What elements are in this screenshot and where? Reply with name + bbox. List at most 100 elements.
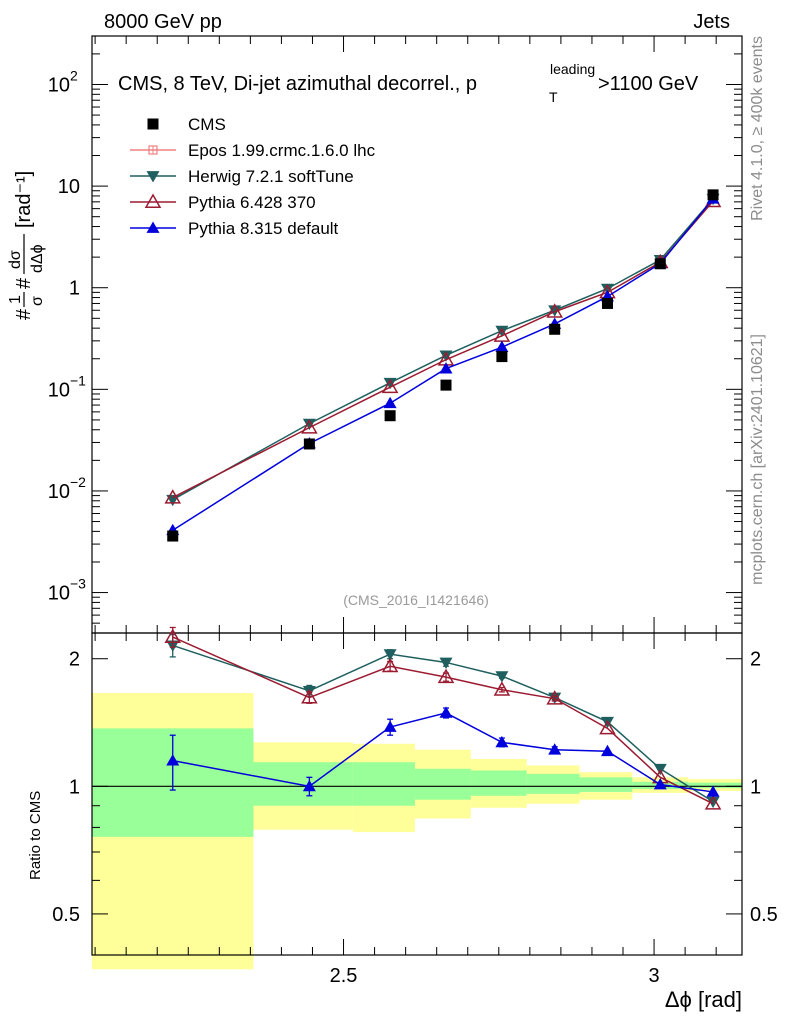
ylabel-frac2-num: dσ	[7, 250, 24, 269]
ratio-point-2-4	[495, 735, 509, 748]
ylabel-frac1-den: σ	[29, 296, 46, 306]
main-point-0-3	[439, 350, 453, 362]
ratio-point-2-6	[600, 744, 614, 757]
y-tick-label-main-2: 1	[69, 278, 80, 300]
y-tick-label-ratio-left-0: 0.5	[52, 904, 80, 926]
legend-marker	[146, 221, 160, 233]
ratio-point-1-1	[301, 689, 318, 704]
legend-marker	[147, 118, 159, 130]
ratio-point-1-6	[599, 719, 616, 735]
ratio-point-0-2	[383, 649, 397, 661]
cms-point-2	[384, 410, 396, 422]
legend-marker	[144, 193, 162, 208]
title-suffix: >1100 GeV	[598, 73, 699, 95]
main-point-0-4	[495, 325, 509, 338]
ratio-point-2-7	[653, 777, 667, 790]
legend-label-1: Epos 1.99.crmc.1.6.0 lhc	[188, 141, 376, 160]
ratio-point-2-3	[439, 706, 453, 718]
ratio-ylabel: Ratio to CMS	[27, 791, 44, 880]
ratio-point-0-4	[495, 671, 509, 683]
y-tick-base: 10	[48, 379, 70, 401]
stat-band-8	[688, 782, 742, 789]
y-tick-exp: −2	[70, 474, 86, 490]
y-tick-label-main-0: 10 2	[48, 67, 78, 96]
ylabel-unit: [rad⁻¹]	[13, 171, 35, 228]
y-tick-exp: −1	[70, 372, 86, 388]
legend-marker	[146, 171, 160, 183]
ratio-point-2-0	[166, 754, 180, 766]
ratio-point-1-2	[381, 657, 399, 673]
y-tick-label-ratio-right-1: 1	[750, 776, 761, 798]
main-series	[164, 189, 722, 542]
header-right: Jets	[693, 11, 730, 33]
ratio-point-2-1	[302, 779, 316, 792]
cms-point-3	[440, 379, 452, 391]
title-sup: leading	[550, 61, 595, 77]
legend-entry-2: Herwig 7.2.1 softTune	[130, 167, 354, 186]
cms-point-8	[707, 189, 719, 201]
cms-point-4	[496, 351, 508, 363]
axis-ticks	[92, 35, 742, 956]
stat-band-4	[470, 770, 527, 796]
y-tick-exp: 2	[70, 67, 78, 83]
mcplots-label: mcplots.cern.ch [arXiv:2401.10621]	[749, 334, 766, 585]
y-tick-base: 1	[69, 278, 80, 300]
x-axis-label: Δϕ [rad]	[665, 987, 742, 1012]
y-tick-label-main-4: 10 −2	[48, 474, 86, 503]
y-tick-label-main-5: 10 −3	[48, 576, 86, 605]
ylabel-frac2-den: dΔϕ	[29, 244, 46, 273]
main-line-0	[172, 198, 714, 501]
ratio-point-1-4	[493, 681, 511, 696]
x-tick-label-1: 3	[648, 965, 659, 987]
y-tick-base: 10	[48, 481, 70, 503]
main-point-1-2	[381, 378, 399, 394]
legend-entry-0: CMS	[147, 115, 226, 134]
cms-point-0	[167, 530, 179, 542]
ylabel-frac1-num: 1	[7, 295, 24, 304]
cms-point-7	[654, 258, 666, 270]
legend-label-2: Herwig 7.2.1 softTune	[188, 167, 354, 186]
ratio-point-1-5	[546, 690, 563, 705]
main-point-0-0	[166, 494, 180, 507]
main-point-1-0	[164, 489, 182, 504]
stat-band-3	[414, 768, 471, 800]
ratio-point-0-3	[439, 657, 453, 669]
ratio-point-1-0	[164, 628, 182, 644]
analysis-watermark: (CMS_2016_I1421646)	[343, 592, 489, 608]
main-point-0-2	[383, 377, 397, 390]
y-tick-base: 10	[58, 176, 80, 198]
main-point-0-6	[600, 283, 614, 296]
legend: CMS Epos 1.99.crmc.1.6.0 lhc Herwig 7.2.1 …	[130, 115, 376, 238]
y-tick-label-ratio-right-0: 0.5	[750, 904, 778, 926]
main-point-1-5	[546, 303, 563, 318]
y-tick-label-ratio-left-1: 1	[69, 776, 80, 798]
y-tick-base: 10	[48, 74, 70, 96]
x-tick-label-0: 2.5	[330, 965, 358, 987]
title-sub: T	[549, 89, 558, 105]
ratio-frame	[91, 632, 743, 956]
cms-point-6	[601, 297, 613, 309]
legend-entry-4: Pythia 8.315 default	[130, 219, 339, 238]
cms-point-1	[303, 438, 315, 450]
title-main: CMS, 8 TeV, Di-jet azimuthal decorrel., …	[118, 73, 477, 95]
legend-entry-3: Pythia 6.428 370	[130, 193, 316, 212]
legend-marker	[148, 145, 158, 155]
main-point-2-4	[495, 340, 509, 353]
ratio-point-0-8	[706, 796, 720, 809]
main-point-2-3	[439, 362, 453, 374]
stat-band-5	[526, 773, 580, 794]
y-tick-label-main-3: 10 −1	[48, 372, 86, 401]
ratio-series	[164, 626, 722, 810]
main-point-2-2	[383, 396, 397, 409]
ylabel-expr2: #	[13, 277, 35, 289]
ratio-point-2-5	[548, 743, 562, 755]
stat-band-2	[352, 762, 415, 806]
y-tick-label-ratio-left-2: 2	[69, 649, 80, 671]
y-tick-base: 10	[48, 583, 70, 605]
ratio-point-2-8	[706, 785, 720, 797]
ratio-point-1-3	[437, 668, 455, 684]
y-tick-label-ratio-right-2: 2	[750, 649, 761, 671]
ratio-point-1-8	[704, 795, 722, 810]
legend-label-0: CMS	[188, 115, 226, 134]
